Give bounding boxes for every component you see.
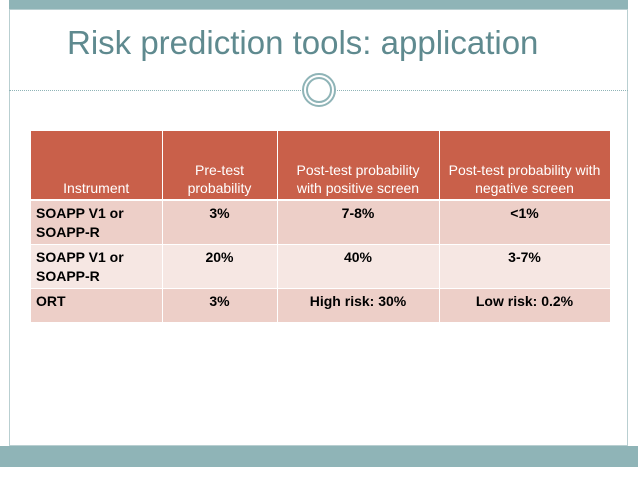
table-row: ORT 3% High risk: 30% Low risk: 0.2% [31, 288, 611, 323]
cell-instrument: SOAPP V1 or SOAPP-R [31, 200, 163, 245]
table-row: SOAPP V1 or SOAPP-R 20% 40% 3-7% [31, 244, 611, 289]
header-post-test-positive: Post-test probability with positive scre… [277, 131, 440, 201]
title-divider-left [9, 90, 301, 91]
header-instrument: Instrument [31, 131, 163, 201]
cell-instrument: SOAPP V1 or SOAPP-R [31, 244, 163, 289]
cell-post-test-positive: High risk: 30% [277, 288, 440, 323]
bottom-accent-band [0, 446, 638, 467]
cell-pre-test: 20% [162, 244, 278, 289]
circle-ornament-icon [302, 73, 336, 107]
slide-frame [9, 9, 628, 446]
cell-post-test-positive: 7-8% [277, 200, 440, 245]
cell-post-test-negative: 3-7% [439, 244, 611, 289]
cell-post-test-negative: Low risk: 0.2% [439, 288, 611, 323]
slide-title: Risk prediction tools: application [67, 24, 539, 61]
cell-post-test-positive: 40% [277, 244, 440, 289]
cell-pre-test: 3% [162, 288, 278, 323]
table-row: SOAPP V1 or SOAPP-R 3% 7-8% <1% [31, 200, 611, 245]
cell-post-test-negative: <1% [439, 200, 611, 245]
risk-table: Instrument Pre-test probability Post-tes… [31, 131, 611, 323]
title-divider-right [337, 90, 628, 91]
header-pre-test: Pre-test probability [162, 131, 278, 201]
header-post-test-negative: Post-test probability with negative scre… [439, 131, 611, 201]
cell-pre-test: 3% [162, 200, 278, 245]
top-accent-band [9, 0, 628, 9]
table-header-row: Instrument Pre-test probability Post-tes… [31, 131, 611, 201]
cell-instrument: ORT [31, 288, 163, 323]
